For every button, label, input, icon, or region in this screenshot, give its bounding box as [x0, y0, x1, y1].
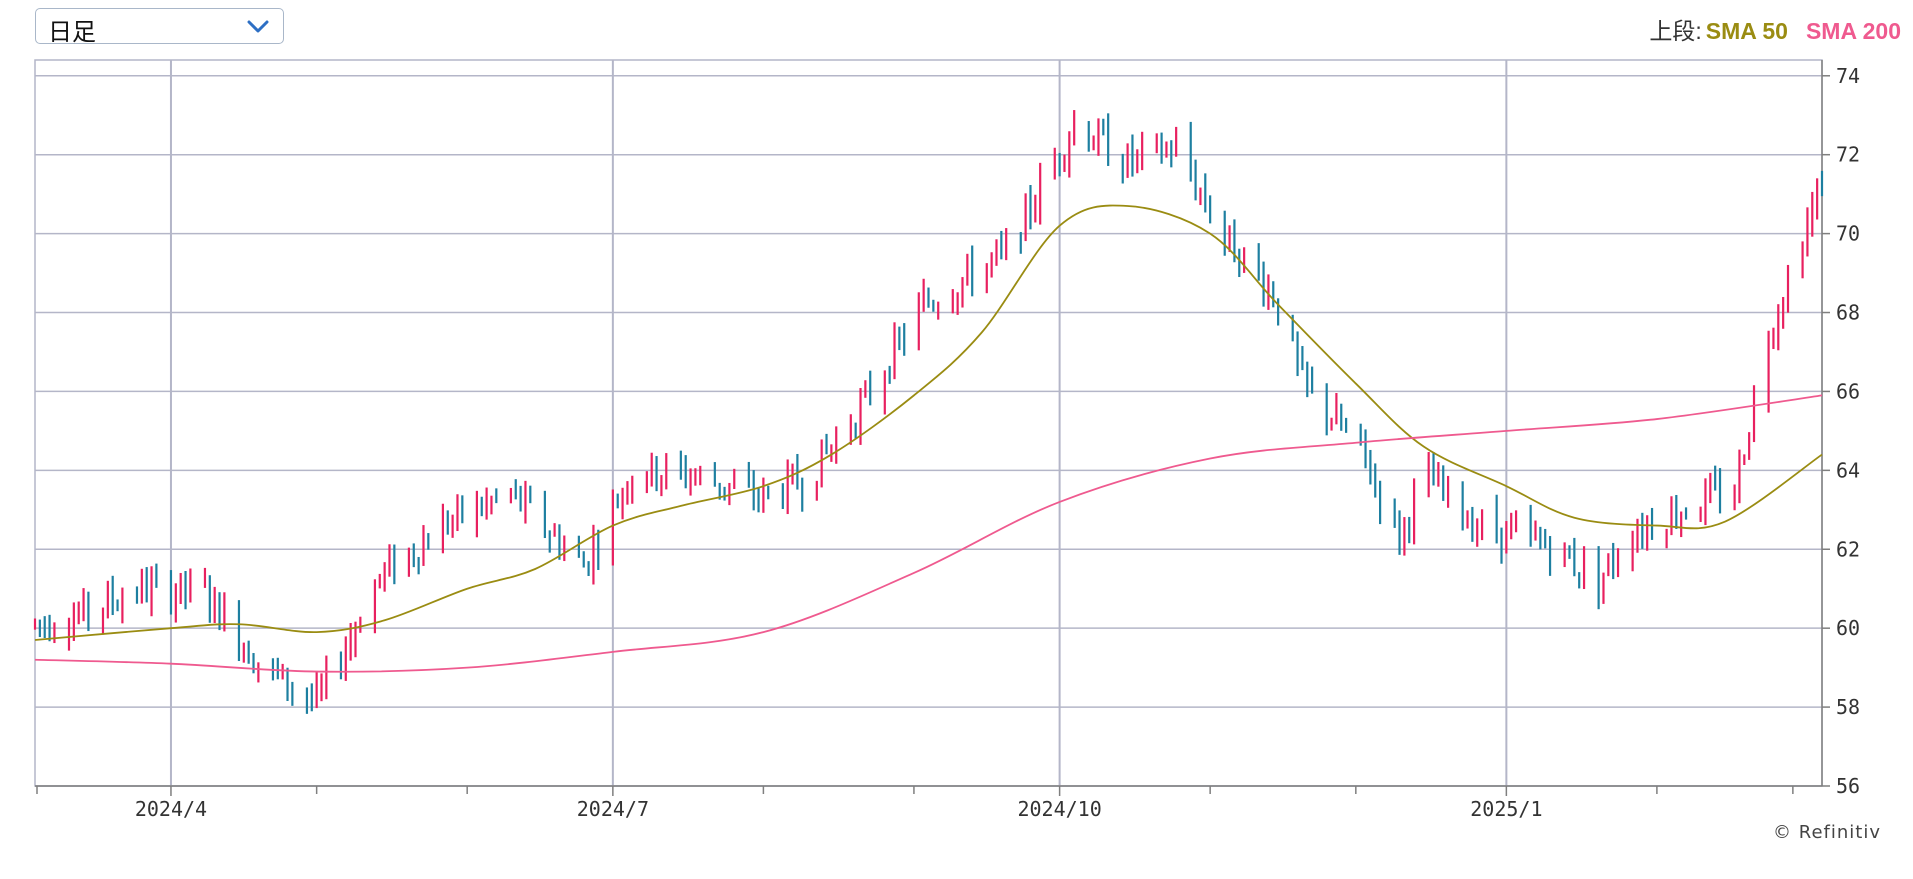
chevron-down-icon	[247, 19, 269, 38]
x-tick-label: 2024/7	[577, 797, 649, 821]
y-tick-label: 60	[1836, 616, 1860, 640]
period-select-value: 日足	[48, 18, 96, 46]
x-tick-label: 2024/10	[1017, 797, 1101, 821]
legend-sma200: SMA 200	[1805, 18, 1901, 44]
credit-text: © Refinitiv	[1773, 822, 1881, 843]
sma200-line	[34, 394, 1823, 673]
y-tick-label: 64	[1836, 458, 1860, 482]
y-tick-label: 58	[1836, 695, 1860, 719]
y-tick-label: 56	[1836, 774, 1860, 798]
legend-prefix: 上段:	[1649, 18, 1702, 44]
x-tick-label: 2025/1	[1470, 797, 1542, 821]
sma50-line	[34, 204, 1823, 641]
y-tick-label: 74	[1836, 64, 1860, 88]
legend-sma50: SMA 50	[1705, 18, 1788, 44]
x-tick-label: 2024/4	[135, 797, 207, 821]
y-tick-label: 72	[1836, 143, 1860, 167]
y-tick-label: 68	[1836, 301, 1860, 325]
y-tick-label: 66	[1836, 379, 1860, 403]
plot-frame	[34, 59, 1823, 787]
chart-legend: 上段: SMA 50 SMA 200	[1649, 12, 1901, 46]
y-tick-label: 62	[1836, 537, 1860, 561]
period-select[interactable]: 日足	[35, 8, 284, 46]
y-tick-label: 70	[1836, 222, 1860, 246]
